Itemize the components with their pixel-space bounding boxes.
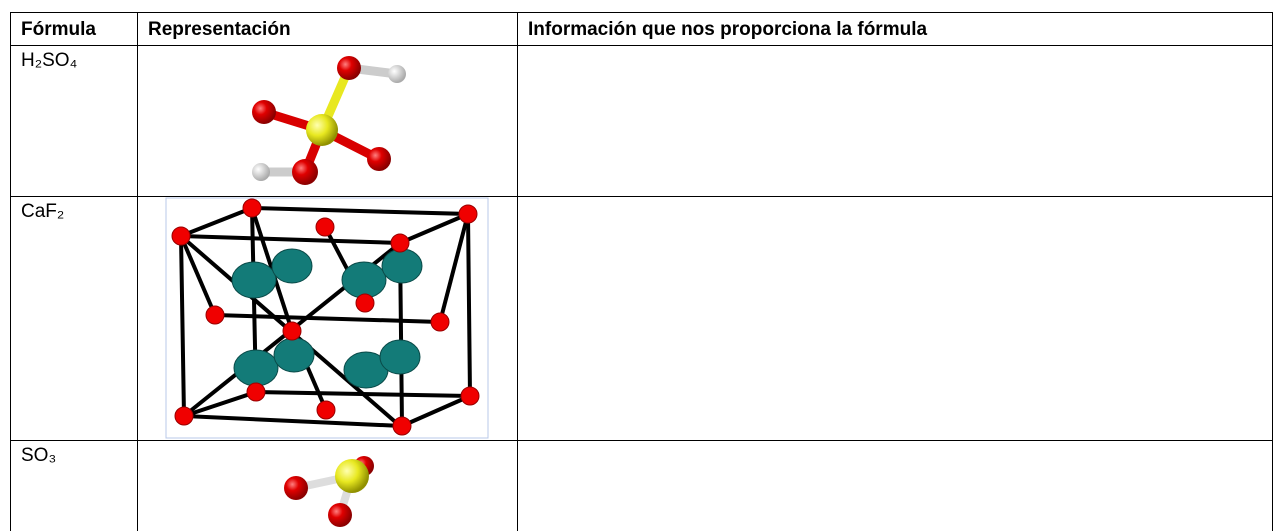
formula-cell: H₂SO₄: [10, 45, 137, 197]
so3-model: [284, 456, 374, 527]
header-cell: Información que nos proporciona la fórmu…: [517, 12, 1273, 46]
header-cell: Representación: [137, 12, 517, 46]
formula-cell: CaF₂: [10, 196, 137, 441]
formula-cell: SO₃: [10, 440, 137, 531]
info-cell: [517, 45, 1273, 197]
image-cell: [137, 45, 517, 197]
caf2-model: [165, 197, 489, 439]
header-cell: Fórmula: [10, 12, 137, 46]
h2so4-model: [252, 56, 406, 185]
image-cell: [137, 196, 517, 441]
image-cell: [137, 440, 517, 531]
info-cell: [517, 440, 1273, 531]
info-cell: [517, 196, 1273, 441]
